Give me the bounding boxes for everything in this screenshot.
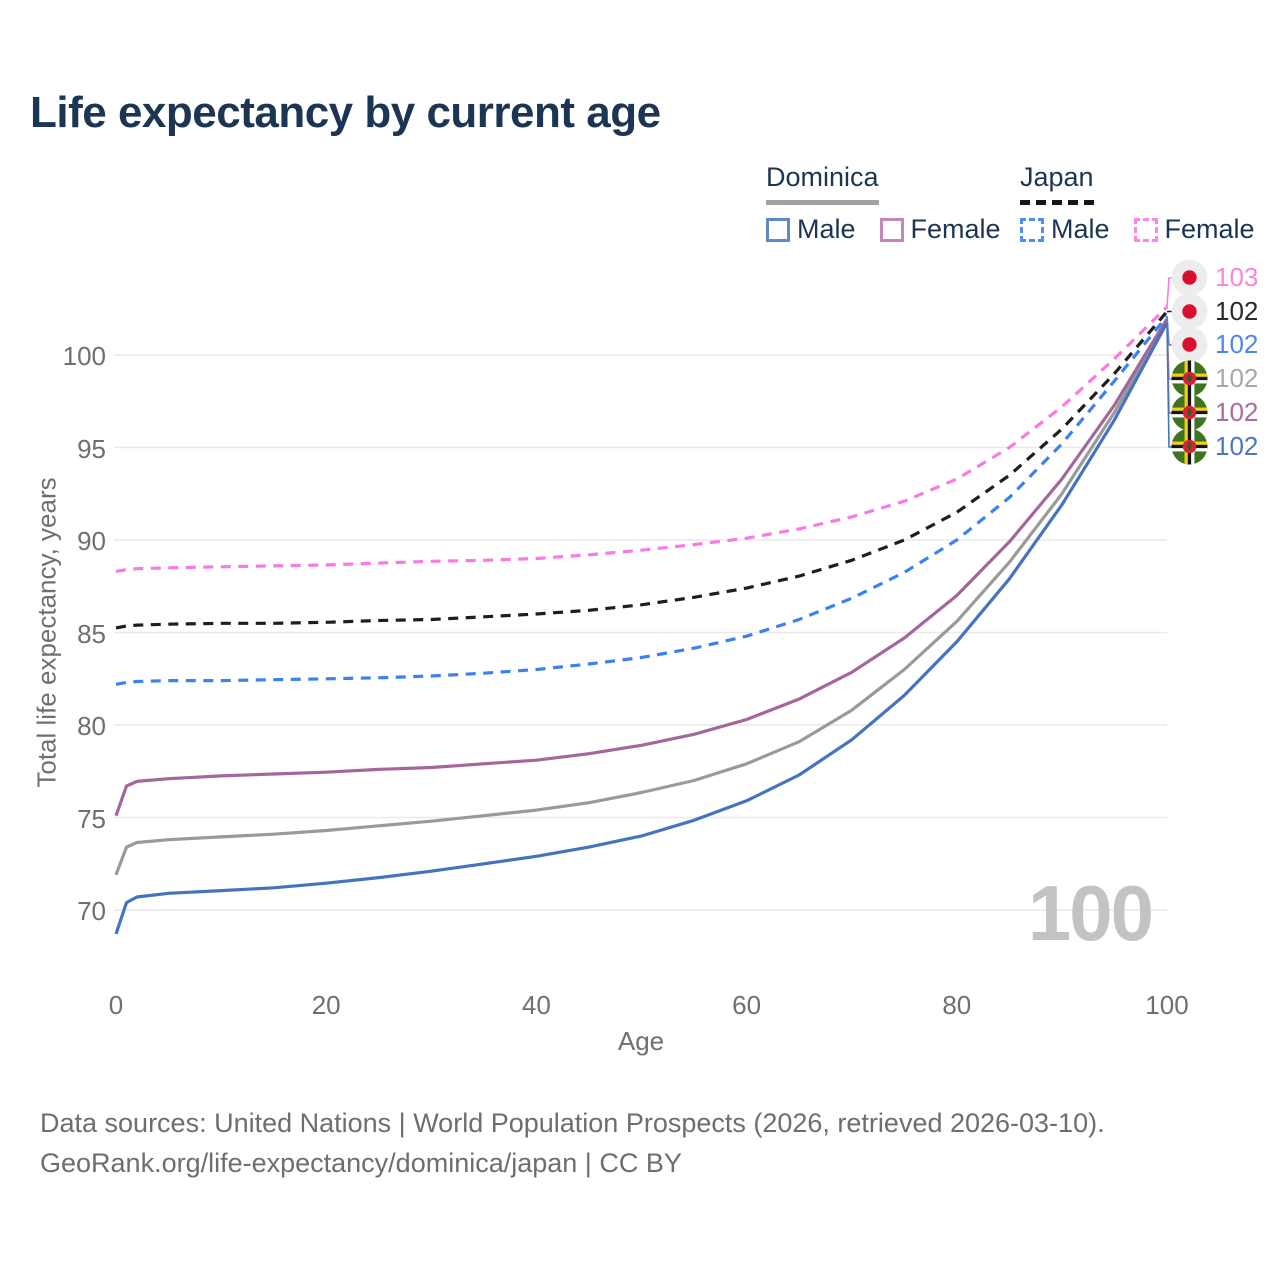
age-counter-watermark: 100 xyxy=(1027,869,1154,957)
dominica-female-swatch-icon xyxy=(879,217,904,242)
japan-female-swatch-icon xyxy=(1133,217,1158,242)
japan-flag-icon xyxy=(1171,326,1208,363)
legend-item-japan-female[interactable]: Female xyxy=(1133,214,1255,245)
end-value: 102 xyxy=(1215,431,1259,461)
attribution-url-text: GeoRank.org/life-expectancy/dominica/jap… xyxy=(40,1148,682,1178)
legend-item-dominica-male[interactable]: Male xyxy=(766,214,856,245)
legend-item-japan-male[interactable]: Male xyxy=(1020,214,1110,245)
end-label-japan-total: 102 xyxy=(1171,293,1258,330)
y-tick-label-90: 90 xyxy=(77,526,106,556)
end-label-dominica-female: 102 xyxy=(1171,394,1258,431)
data-sources-text: Data sources: United Nations | World Pop… xyxy=(40,1108,1105,1138)
series-line-japan-female xyxy=(115,305,1169,574)
y-tick-label-75: 75 xyxy=(77,803,106,834)
dominica-flag-icon xyxy=(1171,428,1208,465)
dominica-male-swatch-icon xyxy=(766,217,790,242)
legend-group-dominica: Dominica Male Female xyxy=(766,162,1001,245)
x-tick-label-100: 100 xyxy=(1145,990,1189,1020)
x-tick-label-20: 20 xyxy=(311,990,341,1020)
legend-item-dominica-female[interactable]: Female xyxy=(879,214,1001,245)
x-axis-title: Age xyxy=(617,1026,665,1056)
legend-label-japan-male: Male xyxy=(1051,214,1110,244)
end-label-japan-male: 102 xyxy=(1171,326,1258,363)
japan-flag-icon xyxy=(1171,293,1208,330)
legend-country-dominica[interactable]: Dominica xyxy=(766,162,879,205)
end-value: 102 xyxy=(1215,329,1259,359)
series-line-japan-male xyxy=(115,315,1169,686)
dominica-flag-icon xyxy=(1171,360,1208,397)
y-tick-label-85: 85 xyxy=(77,618,106,649)
x-tick-label-60: 60 xyxy=(732,990,762,1020)
y-tick-label-95: 95 xyxy=(77,433,106,464)
page-title: Life expectancy by current age xyxy=(30,88,661,137)
japan-male-swatch-icon xyxy=(1020,217,1044,242)
series-line-dominica-male xyxy=(114,321,1169,935)
y-tick-label-100: 100 xyxy=(62,341,106,371)
y-tick-label-80: 80 xyxy=(77,711,106,741)
end-value: 102 xyxy=(1215,397,1259,427)
dominica-flag-icon xyxy=(1171,394,1208,431)
x-tick-label-0: 0 xyxy=(108,990,124,1020)
end-value: 103 xyxy=(1215,262,1259,292)
end-value: 102 xyxy=(1215,296,1259,326)
legend-country-japan[interactable]: Japan xyxy=(1020,162,1094,205)
end-label-japan-female: 103 xyxy=(1171,259,1258,296)
legend-label-japan-female: Female xyxy=(1164,214,1255,244)
series-line-japan-total xyxy=(115,310,1169,630)
series-line-dominica-female xyxy=(114,318,1169,817)
x-tick-label-40: 40 xyxy=(521,990,551,1020)
x-tick-label-80: 80 xyxy=(942,990,972,1020)
end-label-dominica-male: 102 xyxy=(1171,428,1258,465)
legend-group-japan: Japan Male Female xyxy=(1020,162,1255,245)
series-line-dominica-total xyxy=(114,320,1169,876)
end-value: 102 xyxy=(1215,363,1259,393)
legend-label-dominica-female: Female xyxy=(910,214,1001,244)
japan-flag-icon xyxy=(1171,259,1208,296)
y-tick-label-70: 70 xyxy=(77,896,106,926)
end-label-dominica-total: 102 xyxy=(1171,360,1258,397)
legend-label-dominica-male: Male xyxy=(797,214,856,244)
